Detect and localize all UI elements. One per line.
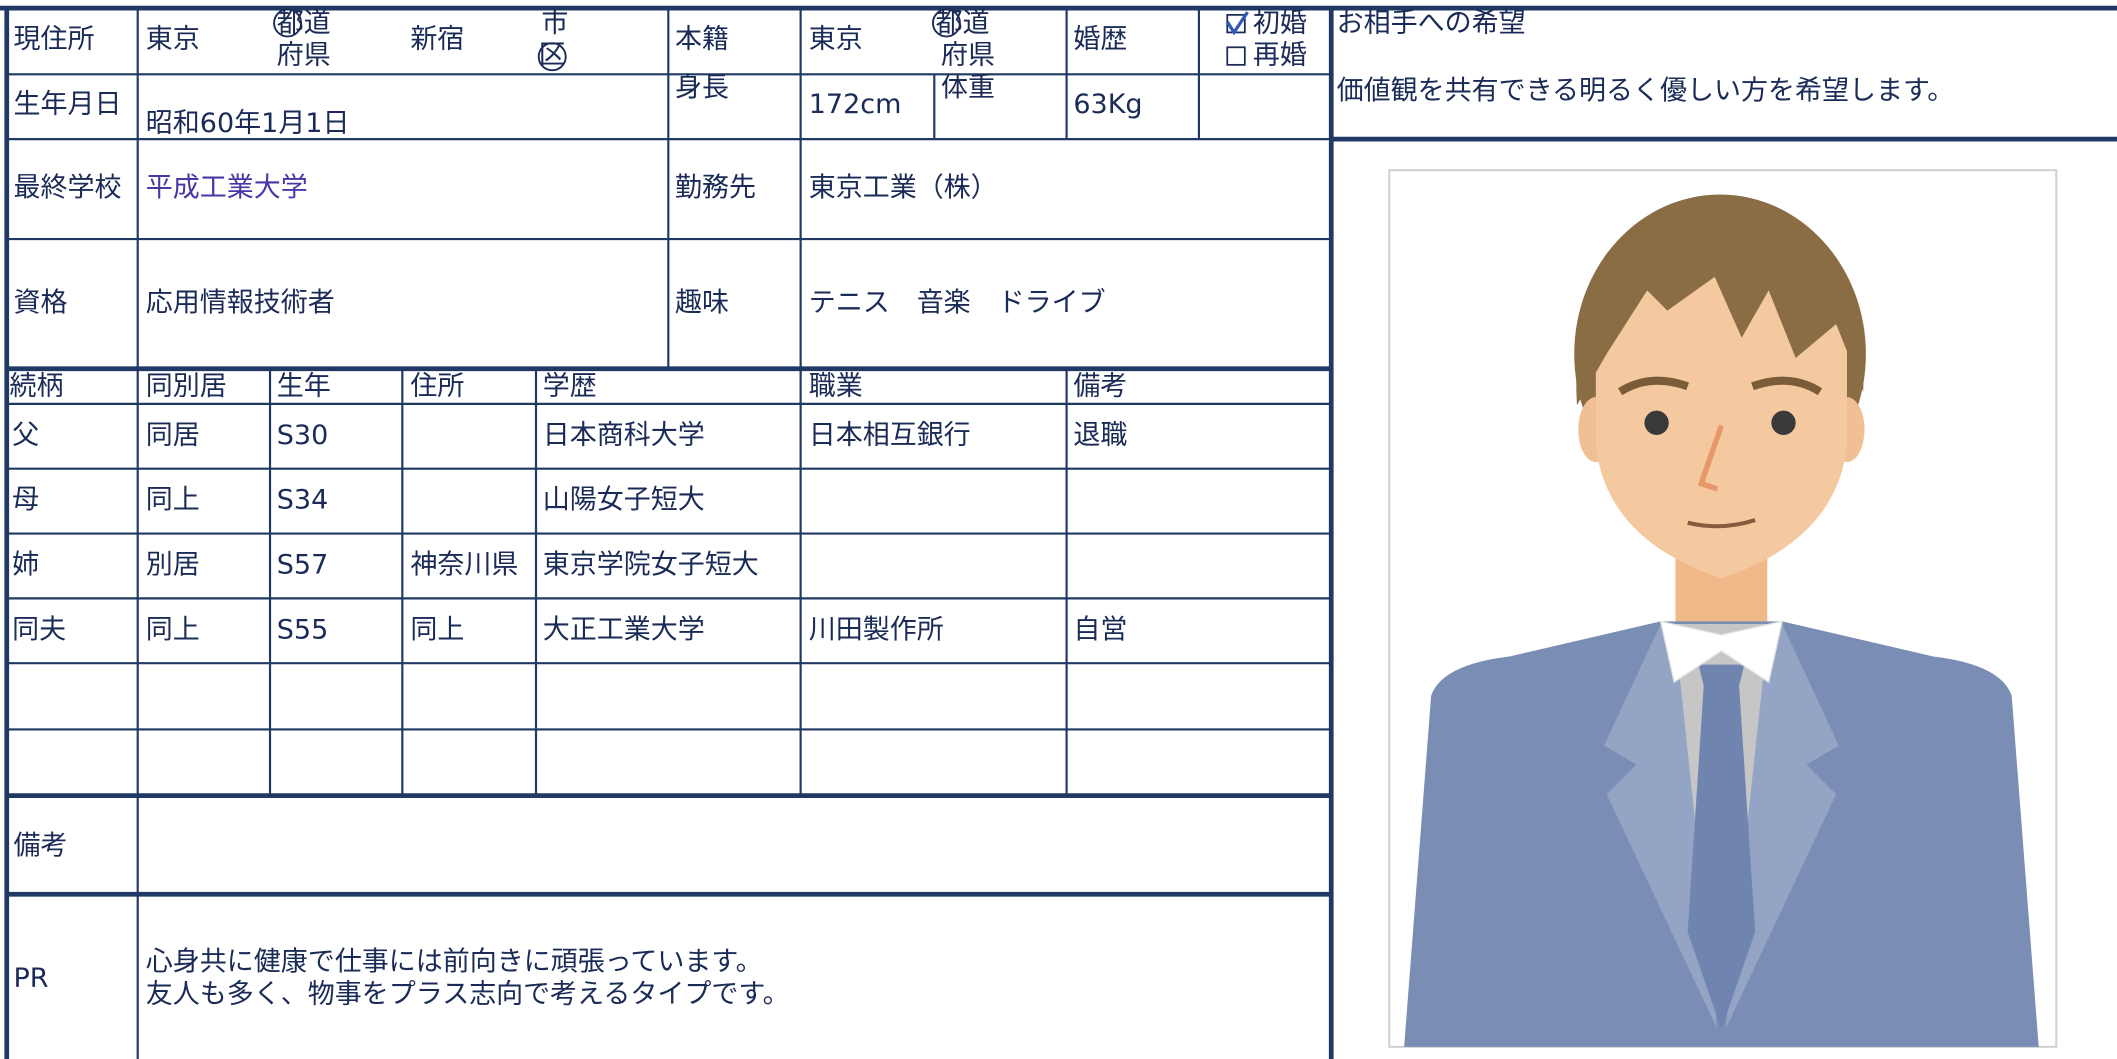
column-header: 職業	[809, 371, 863, 402]
family-cell: 東京学院女子短大	[543, 549, 759, 580]
suffix: 府県	[941, 40, 995, 71]
family-cell: 同夫	[12, 614, 66, 645]
family-cell: S34	[277, 485, 328, 516]
value: テニス 音楽 ドライブ	[809, 287, 1106, 318]
value: 東京工業（株）	[809, 173, 998, 204]
family-cell: 別居	[146, 549, 200, 580]
label: 婚歴	[1073, 24, 1127, 55]
nose	[1697, 424, 1724, 492]
column-header: 生年	[277, 371, 331, 402]
family-cell: 父	[12, 420, 39, 451]
label: 本籍	[675, 24, 729, 55]
label: 資格	[14, 287, 68, 318]
suffix: 市	[541, 8, 568, 39]
label: 最終学校	[14, 173, 122, 204]
suffix: 都道	[936, 8, 990, 39]
face	[1595, 270, 1847, 579]
tie-knot	[1698, 664, 1745, 687]
family-cell: 自営	[1073, 614, 1127, 645]
option-label: 初婚	[1253, 8, 1307, 39]
family-cell: S55	[277, 614, 328, 645]
label: 体重	[941, 73, 995, 104]
check-mark	[1225, 11, 1249, 36]
column-header: 備考	[1073, 371, 1127, 402]
family-cell: 大正工業大学	[543, 614, 705, 645]
label: 現住所	[14, 24, 95, 55]
suffix: 区	[539, 40, 566, 71]
family-cell: 日本相互銀行	[809, 420, 971, 451]
family-cell: 同上	[146, 485, 200, 516]
label: PR	[14, 963, 49, 994]
wish-title: お相手への希望	[1337, 8, 1526, 39]
tie	[1687, 683, 1756, 1030]
family-cell: 母	[12, 485, 39, 516]
label: 生年月日	[14, 89, 122, 120]
column-header: 学歴	[543, 371, 597, 402]
mouth	[1687, 518, 1756, 529]
family-cell: 退職	[1073, 420, 1127, 451]
pr-line: 友人も多く、物事をプラス志向で考えるタイプです。	[146, 979, 790, 1010]
label: 備考	[14, 830, 68, 861]
value: 63Kg	[1073, 89, 1142, 120]
wish-text: 価値観を共有できる明るく優しい方を希望します。	[1337, 75, 1955, 106]
value: 東京	[146, 24, 200, 55]
value: 東京	[809, 24, 863, 55]
label: 勤務先	[675, 173, 756, 204]
family-cell: 同上	[146, 614, 200, 645]
photo	[1388, 169, 2058, 1048]
eyebrow	[1617, 376, 1690, 396]
eyebrow	[1751, 376, 1823, 396]
value: 応用情報技術者	[146, 287, 335, 318]
column-header: 同別居	[146, 371, 227, 402]
circle-mark	[931, 8, 961, 38]
suffix: 府県	[277, 40, 331, 71]
table-lines	[0, 5, 2117, 1059]
column-header: 住所	[410, 371, 464, 402]
column-header: 続柄	[9, 371, 63, 402]
option-label: 再婚	[1253, 40, 1307, 71]
checkbox	[1226, 46, 1246, 66]
eye	[1644, 410, 1669, 435]
label: 身長	[675, 73, 729, 104]
family-cell: S57	[277, 549, 328, 580]
collar	[1659, 620, 1784, 684]
suffix: 都道	[277, 8, 331, 39]
family-cell: 神奈川県	[410, 549, 518, 580]
eye	[1771, 410, 1796, 435]
circle-mark	[273, 8, 303, 38]
hair-fringe	[1576, 199, 1864, 406]
texts: 現住所 東京 都道 府県 新宿 市 区 本籍 東京 都道 府県 婚歴 生年月日 …	[14, 8, 1955, 1010]
label: 趣味	[675, 287, 729, 318]
family-cell: 同上	[410, 614, 464, 645]
value: 172cm	[809, 89, 902, 120]
pr-line: 心身共に健康で仕事には前向きに頑張っています。	[146, 947, 763, 978]
circle-mark	[537, 42, 567, 72]
value: 新宿	[410, 24, 464, 55]
value: 昭和60年1月1日	[146, 108, 350, 139]
family-cell: 日本商科大学	[543, 420, 705, 451]
family-cell: 川田製作所	[809, 614, 944, 645]
family-cell: 山陽女子短大	[543, 485, 705, 516]
value: 平成工業大学	[146, 173, 308, 204]
family-cell: 姉	[12, 549, 39, 580]
family-cell: S30	[277, 420, 328, 451]
family-cell: 同居	[146, 420, 200, 451]
